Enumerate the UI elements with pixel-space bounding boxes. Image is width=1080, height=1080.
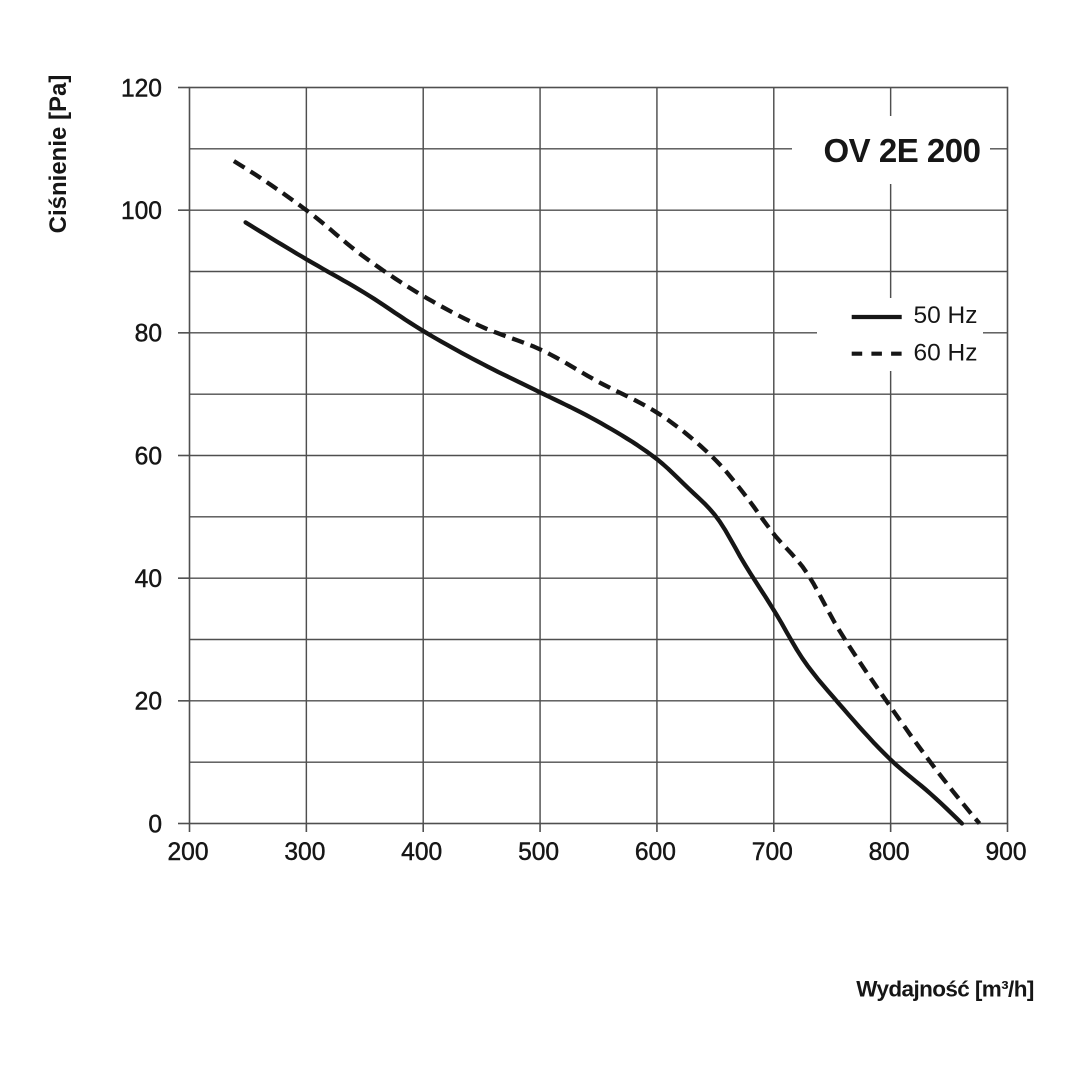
svg-text:300: 300 bbox=[284, 839, 325, 866]
svg-text:60 Hz: 60 Hz bbox=[914, 340, 978, 367]
svg-text:400: 400 bbox=[401, 839, 442, 866]
svg-text:Ciśnienie [Pa]: Ciśnienie [Pa] bbox=[45, 75, 72, 234]
svg-text:120: 120 bbox=[121, 75, 162, 102]
svg-text:900: 900 bbox=[985, 839, 1026, 866]
svg-text:100: 100 bbox=[121, 198, 162, 225]
svg-text:700: 700 bbox=[752, 839, 793, 866]
svg-text:200: 200 bbox=[167, 839, 208, 866]
svg-text:60: 60 bbox=[135, 443, 162, 470]
svg-text:50 Hz: 50 Hz bbox=[914, 302, 978, 329]
svg-text:Wydajność [m³/h]: Wydajność [m³/h] bbox=[856, 977, 1034, 1002]
svg-text:500: 500 bbox=[518, 839, 559, 866]
svg-text:80: 80 bbox=[135, 321, 162, 348]
svg-text:800: 800 bbox=[869, 839, 910, 866]
svg-text:OV 2E 200: OV 2E 200 bbox=[824, 132, 981, 169]
svg-text:0: 0 bbox=[148, 811, 162, 838]
svg-text:40: 40 bbox=[135, 566, 162, 593]
svg-text:600: 600 bbox=[635, 839, 676, 866]
svg-text:20: 20 bbox=[135, 689, 162, 716]
